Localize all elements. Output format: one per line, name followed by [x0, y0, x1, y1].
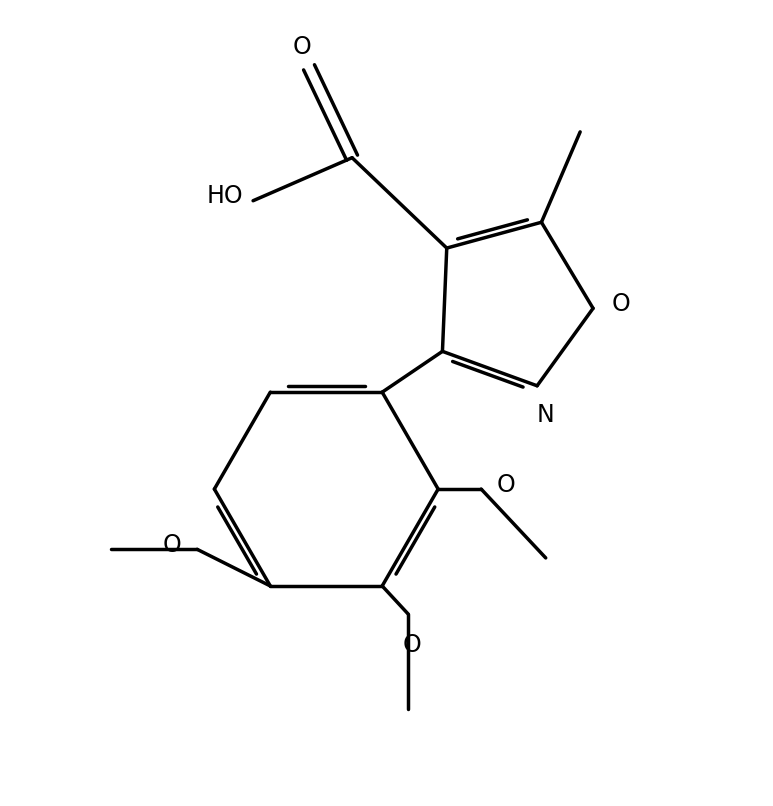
- Text: O: O: [163, 533, 182, 557]
- Text: HO: HO: [206, 185, 243, 209]
- Text: O: O: [612, 292, 631, 316]
- Text: O: O: [497, 473, 516, 496]
- Text: O: O: [403, 633, 422, 657]
- Text: O: O: [293, 35, 312, 59]
- Text: N: N: [537, 403, 554, 427]
